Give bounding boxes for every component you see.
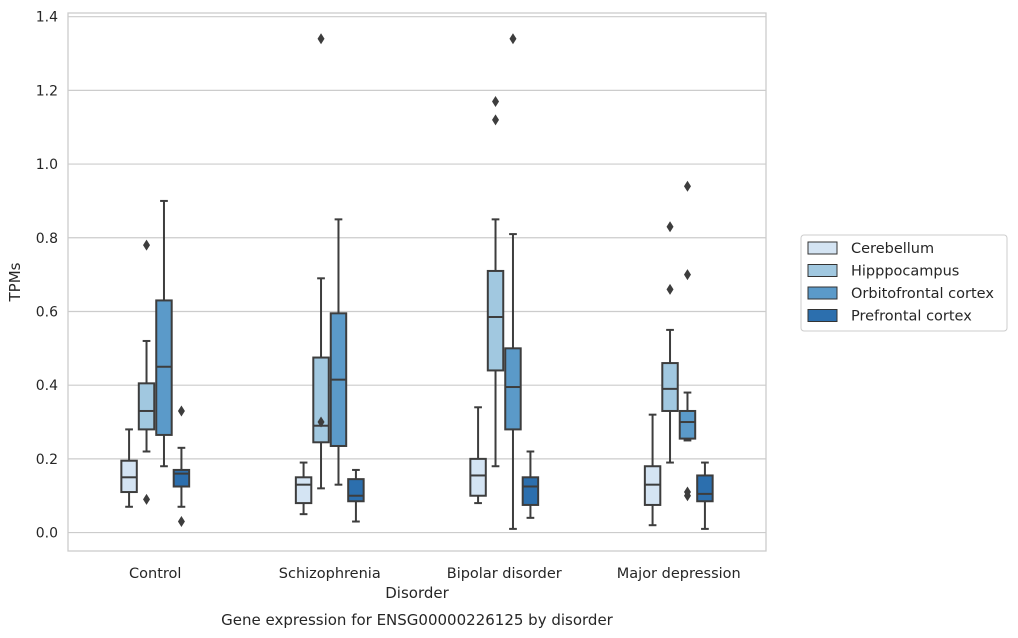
y-axis-label: TPMs bbox=[6, 262, 24, 302]
x-tick-label: Major depression bbox=[617, 566, 741, 582]
outlier-point bbox=[683, 180, 691, 192]
outlier-point bbox=[666, 283, 674, 295]
x-axis-label: Disorder bbox=[385, 584, 449, 602]
box-body bbox=[696, 474, 714, 503]
box-cerebellum bbox=[469, 406, 487, 505]
y-axis-ticks: 0.0 0.2 0.4 0.6 0.8 1.0 1.2 1.4 bbox=[36, 10, 58, 542]
x-axis-ticks: Control Schizophrenia Bipolar disorder Majo… bbox=[129, 566, 741, 582]
y-tick-label: 0.0 bbox=[36, 526, 58, 542]
outlier-point bbox=[683, 490, 691, 502]
box-prefrontal-cortex bbox=[696, 461, 714, 530]
box-prefrontal-cortex bbox=[521, 450, 540, 519]
outlier-point bbox=[177, 405, 185, 417]
box-body bbox=[521, 476, 540, 506]
outlier-point bbox=[143, 239, 151, 251]
box-orbitofrontal-cortex bbox=[155, 199, 173, 468]
plot-area-frame bbox=[67, 12, 767, 552]
outlier-point bbox=[492, 95, 500, 107]
box-body bbox=[312, 356, 330, 444]
legend-swatch bbox=[807, 264, 838, 277]
box-body bbox=[137, 382, 156, 431]
box-prefrontal-cortex bbox=[347, 468, 365, 523]
y-tick-label: 0.8 bbox=[36, 231, 58, 247]
box-series bbox=[120, 33, 714, 530]
box-hipppocampus bbox=[661, 221, 679, 464]
outlier-point bbox=[683, 269, 691, 281]
y-tick-label: 0.2 bbox=[36, 452, 58, 468]
box-body bbox=[678, 409, 697, 440]
box-body bbox=[661, 362, 679, 412]
legend-label: Hipppocampus bbox=[851, 264, 959, 280]
box-orbitofrontal-cortex bbox=[329, 218, 348, 486]
legend-label: Orbitofrontal cortex bbox=[851, 286, 994, 302]
box-body bbox=[504, 347, 522, 431]
legend-frame bbox=[800, 234, 1008, 332]
y-tick-label: 1.2 bbox=[36, 83, 58, 99]
outlier-point bbox=[177, 516, 185, 528]
legend-items: Cerebellum Hipppocampus Orbitofrontal cort… bbox=[807, 241, 994, 325]
box-orbitofrontal-cortex bbox=[504, 33, 522, 530]
box-hipppocampus bbox=[312, 33, 330, 490]
box-cerebellum bbox=[643, 413, 662, 527]
outlier-point bbox=[492, 114, 500, 126]
legend-swatch bbox=[807, 241, 838, 255]
outlier-point bbox=[666, 221, 674, 233]
outlier-point bbox=[509, 33, 517, 45]
box-body bbox=[469, 457, 487, 497]
box-body bbox=[347, 478, 365, 503]
outlier-point bbox=[143, 493, 151, 505]
outlier-point bbox=[317, 416, 325, 428]
y-tick-label: 0.4 bbox=[36, 378, 58, 394]
box-body bbox=[486, 269, 505, 372]
y-tick-label: 0.6 bbox=[36, 304, 58, 320]
outlier-point bbox=[317, 33, 325, 45]
box-body bbox=[294, 476, 313, 505]
box-body bbox=[172, 468, 191, 488]
box-orbitofrontal-cortex bbox=[678, 180, 697, 502]
grid-lines bbox=[68, 16, 766, 534]
x-tick-label: Bipolar disorder bbox=[447, 566, 562, 582]
box-cerebellum bbox=[120, 428, 138, 508]
box-hipppocampus bbox=[137, 239, 156, 505]
x-tick-label: Schizophrenia bbox=[279, 566, 381, 582]
legend-swatch bbox=[807, 309, 838, 322]
box-cerebellum bbox=[294, 461, 313, 516]
box-hipppocampus bbox=[486, 95, 505, 468]
y-tick-label: 1.4 bbox=[36, 10, 58, 26]
legend-label: Cerebellum bbox=[851, 241, 934, 257]
legend-label: Prefrontal cortex bbox=[851, 309, 972, 325]
y-tick-label: 1.0 bbox=[36, 157, 58, 173]
legend-swatch bbox=[807, 286, 838, 300]
legend: Cerebellum Hipppocampus Orbitofrontal cort… bbox=[800, 234, 1008, 332]
chart-caption: Gene expression for ENSG00000226125 by d… bbox=[221, 611, 614, 629]
x-tick-label: Control bbox=[129, 566, 181, 582]
box-prefrontal-cortex bbox=[172, 405, 191, 528]
